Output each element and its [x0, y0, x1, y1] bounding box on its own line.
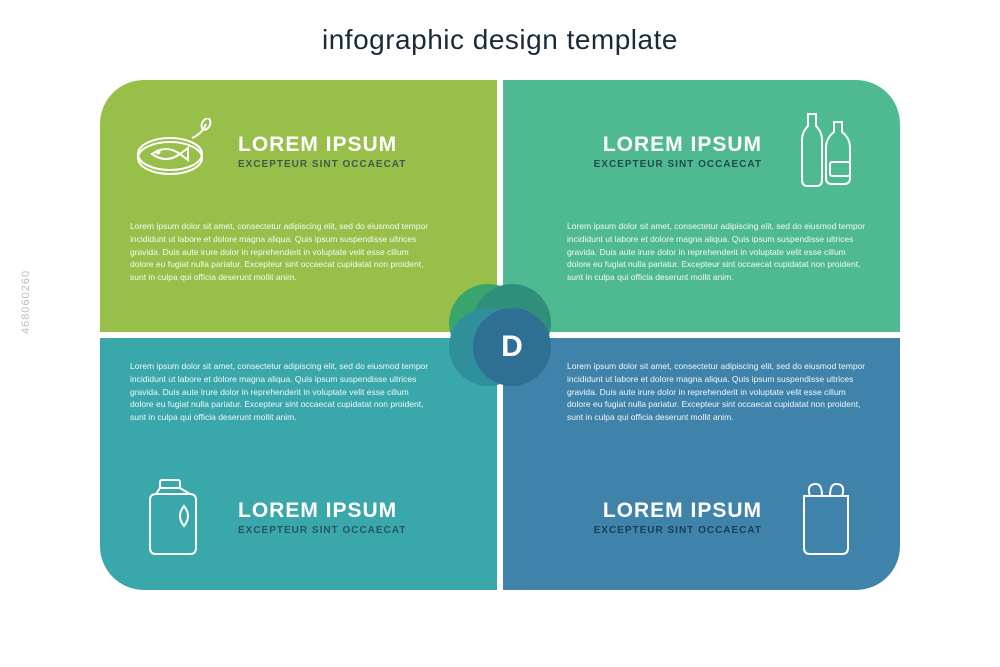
shopping-bag-icon: [782, 474, 870, 562]
panel-a: LOREM IPSUM EXCEPTEUR SINT OCCAECAT Lore…: [100, 80, 497, 332]
panel-c-title: LOREM IPSUM: [238, 500, 467, 521]
watermark: 468060260: [20, 269, 32, 333]
panel-b-title: LOREM IPSUM: [533, 134, 762, 155]
panel-b-title-block: LOREM IPSUM EXCEPTEUR SINT OCCAECAT: [533, 134, 762, 170]
panel-d-body: Lorem ipsum dolor sit amet, consectetur …: [567, 360, 867, 424]
bottles-icon: [782, 108, 870, 196]
page-title: infographic design template: [0, 24, 1000, 56]
panel-c: Lorem ipsum dolor sit amet, consectetur …: [100, 338, 497, 590]
panel-d-title: LOREM IPSUM: [533, 500, 762, 521]
badge-d: D: [473, 308, 551, 386]
panel-d: Lorem ipsum dolor sit amet, consectetur …: [503, 338, 900, 590]
panel-a-body: Lorem ipsum dolor sit amet, consectetur …: [130, 220, 430, 284]
panel-c-title-block: LOREM IPSUM EXCEPTEUR SINT OCCAECAT: [238, 500, 467, 536]
panel-d-subtitle: EXCEPTEUR SINT OCCAECAT: [533, 525, 762, 536]
panel-c-header: LOREM IPSUM EXCEPTEUR SINT OCCAECAT: [100, 464, 497, 572]
panel-b-body: Lorem ipsum dolor sit amet, consectetur …: [567, 220, 867, 284]
panel-a-title: LOREM IPSUM: [238, 134, 467, 155]
panel-b: LOREM IPSUM EXCEPTEUR SINT OCCAECAT Lore…: [503, 80, 900, 332]
milk-jug-icon: [130, 474, 218, 562]
infographic-grid: LOREM IPSUM EXCEPTEUR SINT OCCAECAT Lore…: [100, 80, 900, 590]
panel-c-body: Lorem ipsum dolor sit amet, consectetur …: [130, 360, 430, 424]
panel-b-subtitle: EXCEPTEUR SINT OCCAECAT: [533, 159, 762, 170]
panel-a-title-block: LOREM IPSUM EXCEPTEUR SINT OCCAECAT: [238, 134, 467, 170]
panel-c-subtitle: EXCEPTEUR SINT OCCAECAT: [238, 525, 467, 536]
panel-d-header: LOREM IPSUM EXCEPTEUR SINT OCCAECAT: [503, 464, 900, 572]
canned-fish-icon: [130, 108, 218, 196]
panel-a-subtitle: EXCEPTEUR SINT OCCAECAT: [238, 159, 467, 170]
panel-a-header: LOREM IPSUM EXCEPTEUR SINT OCCAECAT: [100, 80, 497, 206]
panel-b-header: LOREM IPSUM EXCEPTEUR SINT OCCAECAT: [503, 80, 900, 206]
panel-d-title-block: LOREM IPSUM EXCEPTEUR SINT OCCAECAT: [533, 500, 762, 536]
